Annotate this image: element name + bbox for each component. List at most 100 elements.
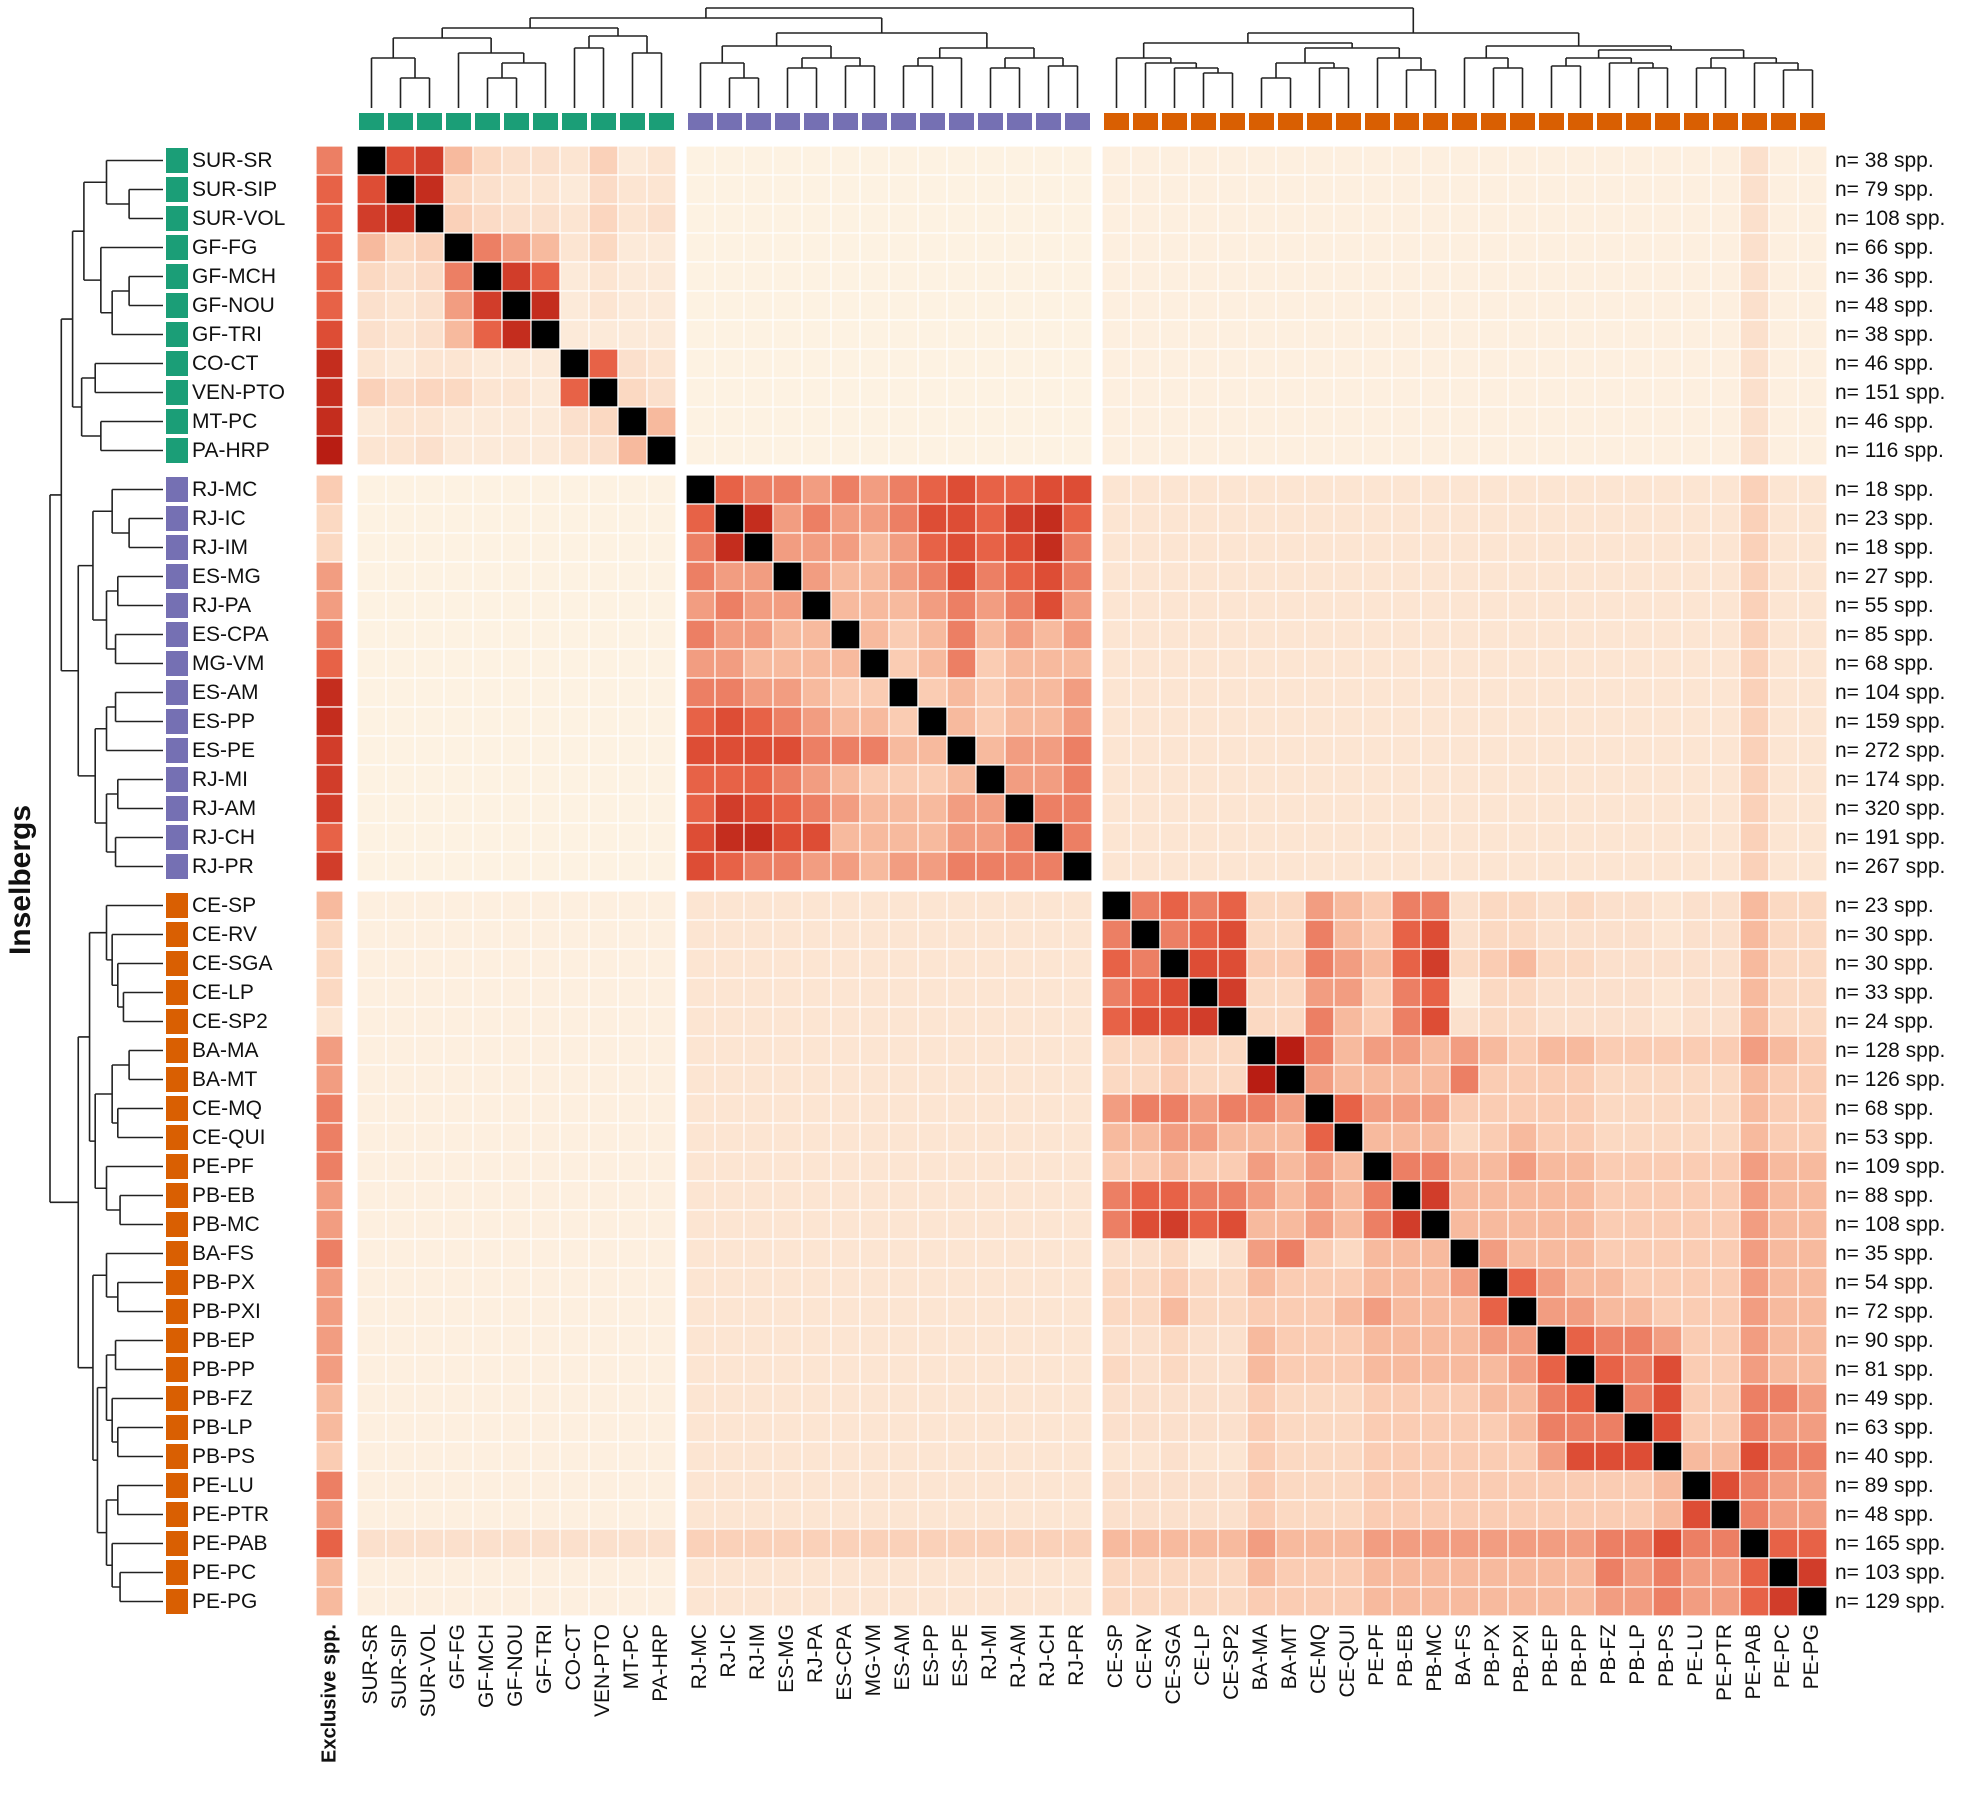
- heatmap-cell: [1739, 1122, 1770, 1153]
- heatmap-cell: [1536, 145, 1567, 176]
- heatmap-cell: [1304, 503, 1335, 534]
- column-group-marker: [359, 113, 384, 130]
- heatmap-cell: [1681, 174, 1712, 205]
- heatmap-cell: [685, 1035, 716, 1066]
- heatmap-cell: [743, 232, 774, 263]
- heatmap-cell: [1101, 406, 1132, 437]
- heatmap-cell: [1565, 203, 1596, 234]
- heatmap-cell: [1652, 890, 1683, 921]
- heatmap-cell: [1188, 1209, 1219, 1240]
- heatmap-cell: [1188, 1296, 1219, 1327]
- species-count: n= 88 spp.: [1835, 1184, 1934, 1207]
- heatmap-cell: [1739, 290, 1770, 321]
- heatmap-cell: [414, 851, 445, 882]
- heatmap-cell: [414, 503, 445, 534]
- column-group-marker: [533, 113, 558, 130]
- heatmap-cell: [1362, 948, 1393, 979]
- heatmap-cell: [1304, 619, 1335, 650]
- heatmap-cell: [1159, 793, 1190, 824]
- heatmap-cell: [1062, 319, 1093, 350]
- heatmap-cell: [1033, 1499, 1064, 1530]
- heatmap-cell: [472, 1180, 503, 1211]
- heatmap-cell: [772, 203, 803, 234]
- column-label: ES-PE: [949, 1624, 972, 1687]
- heatmap-cell: [743, 406, 774, 437]
- heatmap-cell: [414, 174, 445, 205]
- heatmap-cell: [1246, 793, 1277, 824]
- heatmap-cell: [1004, 145, 1035, 176]
- column-dendrogram-branch: [705, 7, 1415, 33]
- heatmap-cell: [1768, 1412, 1799, 1443]
- heatmap-cell: [617, 1151, 648, 1182]
- heatmap-cell: [1594, 1209, 1625, 1240]
- heatmap-cell: [559, 1267, 590, 1298]
- heatmap-cell: [859, 503, 890, 534]
- heatmap-cell: [743, 764, 774, 795]
- heatmap-cell: [1004, 1470, 1035, 1501]
- heatmap-cell: [1062, 1354, 1093, 1385]
- heatmap-cell: [975, 1238, 1006, 1269]
- heatmap-cell: [385, 919, 416, 950]
- heatmap-cell: [1033, 1180, 1064, 1211]
- heatmap-cell: [1101, 1412, 1132, 1443]
- heatmap-cell: [714, 1151, 745, 1182]
- heatmap-cell: [1004, 1528, 1035, 1559]
- heatmap-cell: [1507, 1412, 1538, 1443]
- heatmap-cell: [1130, 532, 1161, 563]
- heatmap-cell: [946, 348, 977, 379]
- heatmap-cell: [1594, 377, 1625, 408]
- heatmap-cell: [646, 648, 677, 679]
- heatmap-cell: [501, 377, 532, 408]
- heatmap-cell: [1710, 1557, 1741, 1588]
- heatmap-cell: [1004, 919, 1035, 950]
- heatmap-cell: [501, 1528, 532, 1559]
- heatmap-cell: [1275, 677, 1306, 708]
- heatmap-cell: [859, 319, 890, 350]
- heatmap-cell: [414, 764, 445, 795]
- heatmap-cell: [1130, 203, 1161, 234]
- heatmap-cell: [501, 793, 532, 824]
- heatmap-cell: [443, 261, 474, 292]
- heatmap-cell: [1681, 290, 1712, 321]
- heatmap-cell: [1004, 890, 1035, 921]
- heatmap-cell: [1362, 735, 1393, 766]
- heatmap-cell: [646, 1325, 677, 1356]
- heatmap-cell: [1159, 1383, 1190, 1414]
- heatmap-cell: [646, 377, 677, 408]
- heatmap-cell: [385, 1006, 416, 1037]
- heatmap-cell: [1101, 261, 1132, 292]
- heatmap-cell: [1391, 1499, 1422, 1530]
- heatmap-cell: [1623, 532, 1654, 563]
- heatmap-cell: [1304, 290, 1335, 321]
- heatmap-cell: [685, 648, 716, 679]
- heatmap-cell: [1507, 1238, 1538, 1269]
- heatmap-cell: [1681, 145, 1712, 176]
- heatmap-cell: [1033, 203, 1064, 234]
- heatmap-cell: [801, 1528, 832, 1559]
- row-group-marker: [166, 709, 188, 734]
- heatmap-cell: [917, 145, 948, 176]
- heatmap-cell: [1681, 1499, 1712, 1530]
- heatmap-cell: [975, 1296, 1006, 1327]
- heatmap-cell: [859, 1180, 890, 1211]
- heatmap-cell: [1536, 1064, 1567, 1095]
- heatmap-cell: [501, 1151, 532, 1182]
- heatmap-cell: [646, 474, 677, 505]
- heatmap-cell: [617, 793, 648, 824]
- heatmap-cell: [472, 1412, 503, 1443]
- heatmap-cell: [714, 706, 745, 737]
- heatmap-cell: [859, 1093, 890, 1124]
- heatmap-cell: [356, 977, 387, 1008]
- heatmap-cell: [888, 1557, 919, 1588]
- heatmap-cell: [1420, 1354, 1451, 1385]
- heatmap-cell: [1101, 1209, 1132, 1240]
- heatmap-cell: [859, 1325, 890, 1356]
- heatmap-cell: [1246, 1267, 1277, 1298]
- heatmap-cell: [559, 1238, 590, 1269]
- heatmap-cell: [714, 793, 745, 824]
- heatmap-cell: [588, 619, 619, 650]
- heatmap-cell: [743, 319, 774, 350]
- heatmap-cell: [1391, 764, 1422, 795]
- heatmap-cell: [356, 261, 387, 292]
- heatmap-cell: [1478, 1093, 1509, 1124]
